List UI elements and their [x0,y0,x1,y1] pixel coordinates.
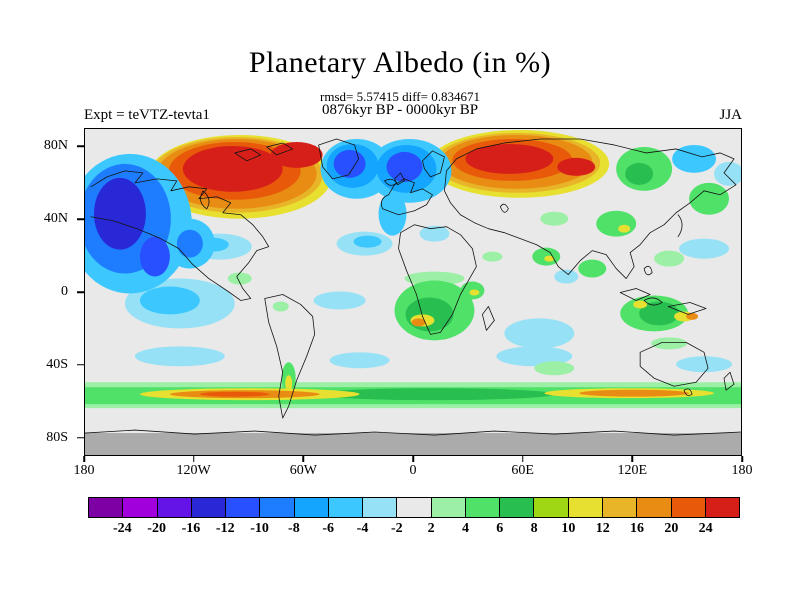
siberia-red-core [465,143,554,174]
antarctica-coast [85,429,741,436]
colorbar-tick-label: -6 [322,521,335,536]
plot-title: Planetary Albedo (in %) [248,46,552,79]
lat-tick-label: 80N [43,138,68,154]
lon-tick-mark [83,456,85,462]
map-plot-area [85,129,741,455]
colorbar-segment [89,498,124,517]
lat-tick-label: 40N [43,211,68,227]
longitude-axis-labels: 180 120W 60W 0 60E 120E 180 [74,463,753,481]
colorbar-tick-label: -12 [215,521,235,536]
latitude-axis-ticks [77,128,84,456]
lon-tick-label: 180 [731,463,753,478]
colorbar-segment [671,498,706,517]
colorbar-segment [157,498,192,517]
lon-tick-label: 120W [176,463,211,478]
season-label: JJA [719,107,742,123]
south-america-coast [264,294,316,419]
lon-tick-label: 60W [289,463,317,478]
greenland-coast [318,138,359,180]
colorbar-tick-label: 8 [530,521,538,536]
colorbar-tick-label: 6 [496,521,504,536]
colorbar-segment [397,498,432,517]
colorbar-segment [328,498,364,517]
lon-tick-mark [741,456,743,462]
colorbar-segment [705,498,740,517]
lat-tick-mark [77,145,84,147]
canadian-arctic-red-core [182,145,283,192]
colorbar-tick-label: -16 [181,521,201,536]
colorbar-segment [568,498,603,517]
lon-tick-label: 0 [409,463,417,478]
asia-coast [444,138,737,279]
antarctica-mask [85,433,741,455]
lat-tick-mark [77,364,84,366]
colorbar-tick-label: 16 [630,521,645,536]
lon-tick-mark [521,456,524,462]
greenland-sea-blue-core [333,149,366,178]
anomaly-shading [85,129,741,409]
colorbar-segment [431,498,466,517]
colorbar-segment [294,498,329,517]
longitude-axis-ticks [83,456,743,462]
colorbar-tick-label: -10 [250,521,269,536]
period-line: 0876kyr BP - 0000kyr BP [321,102,479,118]
colorbar-segment [363,498,398,517]
colorbar-labels: -24 -20 -16 -12 -10 -8 -6 -4 -2 2 4 6 8 10 12 16 20 24 [88,521,740,539]
scandinavia-blue-core [386,151,423,182]
colorbar-segment [260,498,295,517]
lon-tick-mark [302,456,305,462]
lon-tick-mark [631,456,634,462]
colorbar-tick-label: 24 [698,521,713,536]
australia-coast [639,341,709,387]
stats-line: rmsd= 5.57415 diff= 0.834671 [320,89,480,104]
colorbar-tick-label: -24 [112,521,132,536]
europe-coast [381,178,433,216]
colorbar-tick-label: 4 [461,521,469,536]
lat-tick-label: 40S [46,356,68,372]
colorbar-segment [226,498,261,517]
colorbar-segment [500,498,535,517]
colorbar-segment [534,498,569,517]
map-frame [84,128,742,456]
lon-tick-label: 120E [617,463,648,478]
north-america-coast [90,170,270,301]
lat-tick-mark [77,291,84,293]
africa-coast [398,224,477,335]
colorbar-tick-label: 10 [561,521,576,536]
experiment-label: Expt = teVTZ-tevta1 [84,107,210,123]
lat-tick-mark [77,218,84,220]
colorbar-tick-label: -8 [288,521,300,536]
lat-tick-label: 0 [61,284,68,299]
colorbar-tick-label: -4 [356,521,369,536]
colorbar-tick-label: 2 [427,521,435,536]
colorbar-tick-label: -2 [390,521,403,536]
coastlines [85,138,741,436]
lon-tick-label: 60E [511,463,534,478]
colorbar-tick-label: 20 [664,521,679,536]
colorbar-tick-label: -20 [147,521,166,536]
lat-tick-label: 80S [46,429,68,445]
lat-tick-mark [77,437,84,439]
lon-tick-mark [192,456,195,462]
colorbar-tick-label: 12 [595,521,610,536]
colorbar-segment [637,498,672,517]
colorbar-segment [123,498,158,517]
latitude-axis-labels: 80N 40N 0 40S 80S [0,128,78,456]
lon-tick-label: 180 [73,463,95,478]
lon-tick-mark [412,456,414,462]
colorbar-segment [191,498,227,517]
colorbar-segment [602,498,638,517]
colorbar-segment [465,498,501,517]
colorbar [88,497,740,518]
